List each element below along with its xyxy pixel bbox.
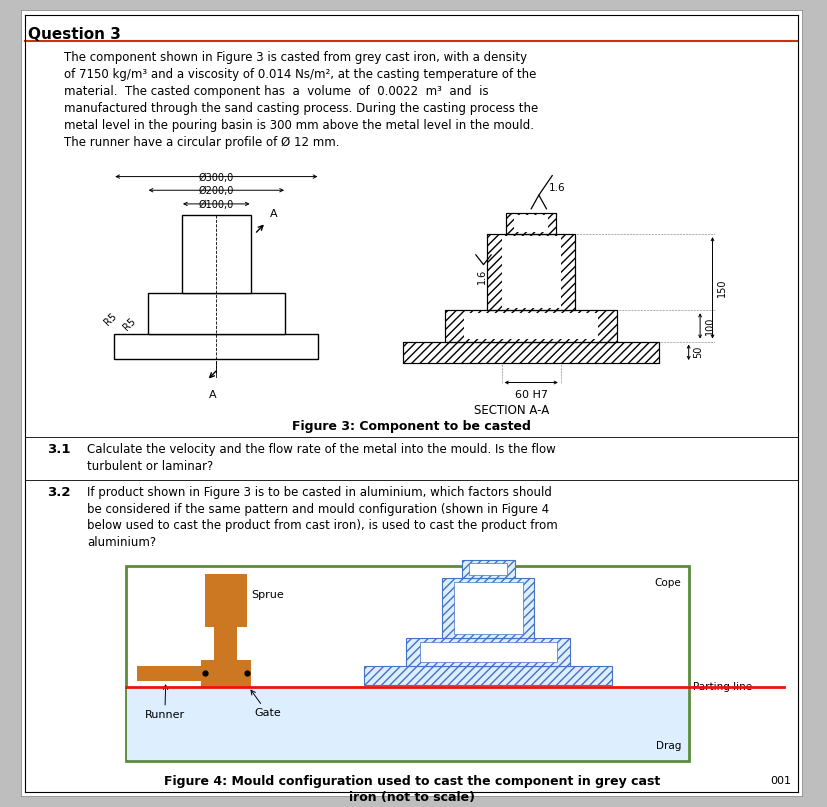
Text: If product shown in Figure 3 is to be casted in aluminium, which factors should: If product shown in Figure 3 is to be ca… bbox=[88, 486, 552, 499]
Text: The component shown in Figure 3 is casted from grey cast iron, with a density: The component shown in Figure 3 is caste… bbox=[64, 51, 526, 64]
Text: Cope: Cope bbox=[653, 578, 680, 587]
Bar bbox=[469, 563, 507, 575]
Text: Runner: Runner bbox=[145, 685, 184, 721]
Text: Figure 3: Component to be casted: Figure 3: Component to be casted bbox=[292, 420, 531, 433]
Bar bbox=[364, 666, 612, 685]
Text: Drag: Drag bbox=[655, 742, 680, 751]
Text: R5: R5 bbox=[122, 316, 138, 332]
Text: Calculate the velocity and the flow rate of the metal into the mould. Is the flo: Calculate the velocity and the flow rate… bbox=[88, 443, 556, 456]
Bar bbox=[204, 574, 246, 628]
Bar bbox=[453, 582, 522, 634]
Bar bbox=[214, 628, 237, 659]
Text: Figure 4: Mould configuration used to cast the component in grey cast: Figure 4: Mould configuration used to ca… bbox=[164, 775, 659, 788]
Bar bbox=[127, 688, 687, 760]
Bar bbox=[126, 566, 688, 761]
Text: Ø200,0: Ø200,0 bbox=[198, 186, 234, 196]
Text: A: A bbox=[208, 391, 216, 400]
Text: A: A bbox=[270, 208, 277, 219]
Bar bbox=[419, 642, 557, 662]
Bar bbox=[506, 213, 556, 234]
Text: Ø100,0: Ø100,0 bbox=[198, 200, 234, 210]
Bar bbox=[464, 313, 597, 339]
Bar bbox=[445, 311, 616, 341]
Text: material.  The casted component has  a  volume  of  0.0022  m³  and  is: material. The casted component has a vol… bbox=[64, 85, 488, 98]
Text: 100: 100 bbox=[704, 316, 714, 335]
Text: Ø300,0: Ø300,0 bbox=[198, 173, 234, 182]
Text: iron (not to scale): iron (not to scale) bbox=[348, 792, 475, 805]
Bar bbox=[514, 215, 547, 232]
Text: Parting line: Parting line bbox=[692, 682, 752, 692]
Bar bbox=[114, 334, 318, 359]
Bar bbox=[147, 293, 284, 334]
Bar bbox=[445, 311, 616, 341]
Bar bbox=[506, 213, 556, 234]
Text: The runner have a circular profile of Ø 12 mm.: The runner have a circular profile of Ø … bbox=[64, 136, 339, 149]
Text: 50: 50 bbox=[692, 346, 703, 358]
Text: 3.2: 3.2 bbox=[47, 486, 71, 499]
Text: of 7150 kg/m³ and a viscosity of 0.014 Ns/m², at the casting temperature of the: of 7150 kg/m³ and a viscosity of 0.014 N… bbox=[64, 68, 535, 81]
Text: SECTION A-A: SECTION A-A bbox=[474, 404, 549, 417]
Bar bbox=[403, 341, 658, 363]
Text: 1.6: 1.6 bbox=[547, 183, 564, 193]
Bar bbox=[461, 560, 514, 578]
Bar bbox=[501, 236, 560, 308]
Text: Question 3: Question 3 bbox=[28, 27, 121, 42]
Text: 001: 001 bbox=[770, 776, 791, 785]
Bar bbox=[137, 666, 251, 681]
Text: Gate: Gate bbox=[251, 690, 281, 718]
Text: 150: 150 bbox=[716, 278, 726, 297]
Text: R5: R5 bbox=[103, 311, 119, 328]
Text: metal level in the pouring basin is 300 mm above the metal level in the mould.: metal level in the pouring basin is 300 … bbox=[64, 119, 533, 132]
Bar bbox=[487, 234, 575, 311]
Bar bbox=[182, 215, 251, 293]
Bar bbox=[403, 341, 658, 363]
Text: manufactured through the sand casting process. During the casting process the: manufactured through the sand casting pr… bbox=[64, 102, 538, 115]
Bar bbox=[442, 578, 533, 638]
Text: 60 H7: 60 H7 bbox=[514, 391, 547, 400]
Text: be considered if the same pattern and mould configuration (shown in Figure 4: be considered if the same pattern and mo… bbox=[88, 503, 549, 516]
Text: 1.6: 1.6 bbox=[476, 269, 486, 284]
Text: below used to cast the product from cast iron), is used to cast the product from: below used to cast the product from cast… bbox=[88, 519, 557, 532]
Bar bbox=[487, 234, 575, 311]
Text: Sprue: Sprue bbox=[251, 590, 284, 600]
Bar bbox=[406, 638, 570, 666]
Text: turbulent or laminar?: turbulent or laminar? bbox=[88, 460, 213, 473]
Bar bbox=[201, 659, 251, 687]
Text: 3.1: 3.1 bbox=[47, 443, 71, 456]
Text: aluminium?: aluminium? bbox=[88, 536, 156, 549]
